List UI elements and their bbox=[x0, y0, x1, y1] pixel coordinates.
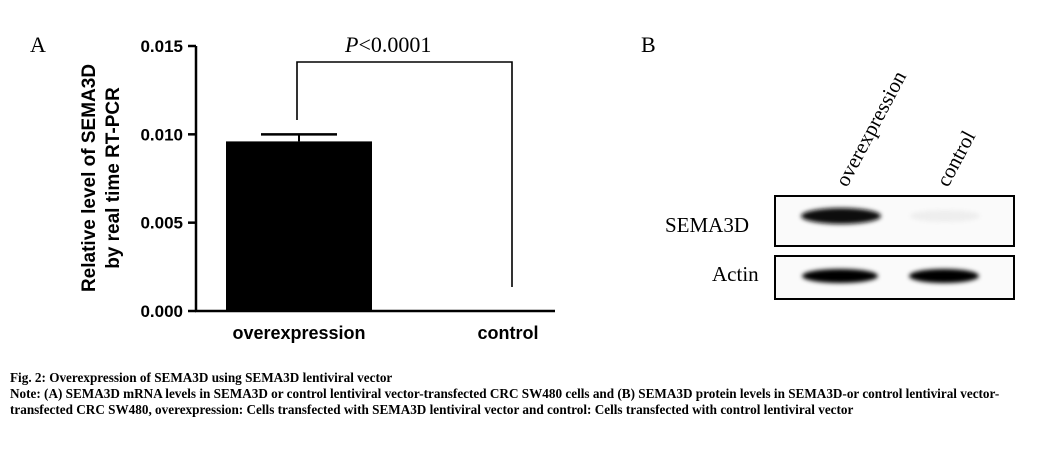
x-tick-label-overexpression: overexpression bbox=[232, 323, 365, 343]
blot-lane-label-control: control bbox=[931, 126, 980, 190]
y-tick-label: 0.015 bbox=[140, 37, 183, 56]
panel-b-label: B bbox=[641, 32, 656, 57]
panel-a-label: A bbox=[30, 32, 46, 57]
blot-row-label-sema3d: SEMA3D bbox=[665, 213, 749, 237]
significance-label: P<0.0001 bbox=[344, 32, 431, 57]
blot-row-label-actin: Actin bbox=[712, 262, 759, 286]
y-tick-label: 0.005 bbox=[140, 214, 183, 233]
bar-overexpression bbox=[226, 141, 372, 311]
bars bbox=[226, 133, 528, 311]
significance-value: <0.0001 bbox=[358, 32, 431, 57]
bar-chart: Relative level of SEMA3D by real time RT… bbox=[79, 32, 555, 343]
significance-bracket bbox=[296, 61, 513, 287]
caption-note: Note: (A) SEMA3D mRNA levels in SEMA3D o… bbox=[10, 386, 1000, 417]
significance-p: P bbox=[344, 32, 358, 57]
western-blot: overexpression control SEMA3D Actin bbox=[665, 66, 1015, 300]
band-actin-overexpression bbox=[802, 269, 878, 283]
figure-caption: Fig. 2: Overexpression of SEMA3D using S… bbox=[10, 370, 1040, 418]
band-actin-control bbox=[909, 269, 979, 283]
x-tick-labels: overexpression control bbox=[232, 323, 538, 343]
x-tick-label-control: control bbox=[478, 323, 539, 343]
band-sema3d-control bbox=[910, 210, 980, 222]
caption-title: Fig. 2: Overexpression of SEMA3D using S… bbox=[10, 370, 393, 385]
y-tick-label: 0.000 bbox=[140, 302, 183, 321]
y-ticks: 0.000 0.005 0.010 0.015 bbox=[140, 37, 196, 321]
band-sema3d-overexpression bbox=[801, 208, 881, 224]
y-tick-label: 0.010 bbox=[140, 125, 183, 144]
y-axis-label-line1: Relative level of SEMA3D bbox=[79, 64, 100, 292]
y-axis-label-line2: by real time RT-PCR bbox=[103, 87, 124, 269]
blot-lane-label-overexpression: overexpression bbox=[830, 66, 911, 190]
